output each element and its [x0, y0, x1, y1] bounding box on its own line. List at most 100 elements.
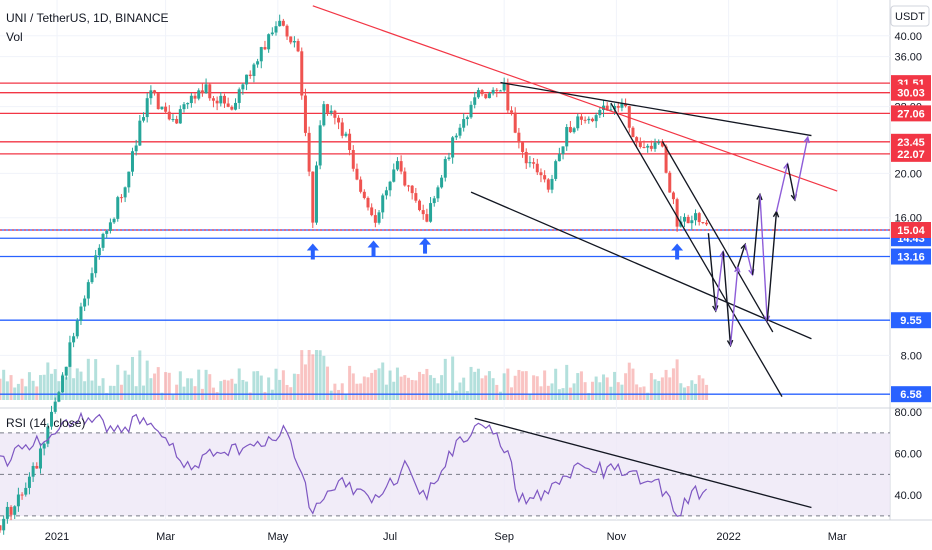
candle-body[interactable] — [57, 392, 61, 402]
candle-body[interactable] — [2, 518, 6, 531]
candle-body[interactable] — [79, 306, 83, 321]
candle-body[interactable] — [395, 161, 399, 170]
candle-body[interactable] — [108, 222, 112, 231]
candle-body[interactable] — [513, 112, 517, 133]
candle-body[interactable] — [436, 187, 440, 199]
candle-body[interactable] — [694, 213, 698, 221]
candle-body[interactable] — [278, 20, 282, 27]
candle-body[interactable] — [322, 104, 326, 126]
candle-body[interactable] — [5, 506, 9, 519]
candle-body[interactable] — [506, 82, 510, 111]
candle-body[interactable] — [440, 177, 444, 188]
candle-body[interactable] — [535, 163, 539, 173]
candle-body[interactable] — [13, 506, 17, 515]
candle-body[interactable] — [609, 109, 613, 111]
candle-body[interactable] — [134, 145, 138, 152]
candle-body[interactable] — [624, 103, 628, 107]
candle-body[interactable] — [491, 89, 495, 94]
candle-body[interactable] — [462, 119, 466, 128]
candle-body[interactable] — [314, 165, 318, 223]
projection-segment[interactable] — [751, 194, 761, 275]
candle-body[interactable] — [668, 172, 672, 193]
candle-body[interactable] — [388, 181, 392, 191]
candle-body[interactable] — [403, 171, 407, 186]
candle-body[interactable] — [211, 98, 215, 101]
candle-body[interactable] — [204, 84, 208, 94]
candle-body[interactable] — [510, 110, 514, 113]
candle-body[interactable] — [230, 106, 234, 110]
candle-body[interactable] — [521, 142, 525, 152]
candle-body[interactable] — [546, 179, 550, 190]
candle-body[interactable] — [517, 132, 521, 143]
candle-body[interactable] — [248, 74, 252, 77]
candle-body[interactable] — [234, 102, 238, 110]
candle-body[interactable] — [498, 90, 502, 92]
candle-body[interactable] — [61, 375, 65, 393]
candle-body[interactable] — [524, 151, 528, 164]
candle-body[interactable] — [127, 171, 131, 188]
candle-body[interactable] — [590, 118, 594, 122]
candle-body[interactable] — [186, 103, 190, 105]
candlesticks[interactable] — [0, 14, 709, 535]
candle-body[interactable] — [429, 203, 433, 222]
candle-body[interactable] — [660, 142, 664, 147]
candle-body[interactable] — [156, 93, 160, 110]
candle-body[interactable] — [664, 146, 668, 173]
candle-body[interactable] — [631, 127, 635, 138]
candle-body[interactable] — [627, 106, 631, 128]
candle-body[interactable] — [487, 93, 491, 99]
candle-body[interactable] — [149, 90, 153, 99]
candle-body[interactable] — [83, 298, 87, 307]
candle-body[interactable] — [340, 122, 344, 136]
candle-body[interactable] — [219, 95, 223, 104]
candle-body[interactable] — [97, 247, 101, 256]
candle-body[interactable] — [31, 465, 35, 477]
candle-body[interactable] — [359, 179, 363, 192]
projection-segment[interactable] — [766, 211, 778, 322]
projection-segment[interactable] — [715, 251, 724, 312]
candle-body[interactable] — [649, 145, 653, 149]
candle-body[interactable] — [410, 185, 414, 194]
candle-body[interactable] — [167, 111, 171, 120]
candle-body[interactable] — [35, 465, 39, 469]
trendlines[interactable] — [312, 5, 838, 397]
price-pane[interactable] — [0, 0, 890, 408]
candle-body[interactable] — [296, 41, 300, 52]
candle-body[interactable] — [568, 127, 572, 133]
candle-body[interactable] — [27, 476, 31, 488]
candle-body[interactable] — [579, 116, 583, 120]
candle-body[interactable] — [587, 118, 591, 121]
candle-body[interactable] — [337, 117, 341, 123]
candle-body[interactable] — [138, 120, 142, 146]
candle-body[interactable] — [675, 199, 679, 227]
candle-body[interactable] — [550, 178, 554, 190]
candle-body[interactable] — [443, 159, 447, 178]
candle-body[interactable] — [554, 161, 558, 179]
candle-body[interactable] — [671, 192, 675, 200]
candle-body[interactable] — [189, 95, 193, 104]
candle-body[interactable] — [362, 191, 366, 198]
candle-body[interactable] — [94, 255, 98, 274]
candle-body[interactable] — [602, 105, 606, 111]
candle-body[interactable] — [465, 117, 469, 120]
projection-segment[interactable] — [759, 194, 768, 322]
candle-body[interactable] — [182, 104, 186, 110]
candle-body[interactable] — [215, 100, 219, 104]
candle-body[interactable] — [657, 142, 661, 144]
candle-body[interactable] — [0, 525, 2, 531]
candle-body[interactable] — [300, 51, 304, 96]
candle-body[interactable] — [164, 106, 168, 112]
currency-badge[interactable]: USDT — [890, 5, 930, 27]
candle-body[interactable] — [572, 128, 576, 133]
candle-body[interactable] — [458, 127, 462, 136]
candle-body[interactable] — [256, 61, 260, 65]
candle-body[interactable] — [9, 506, 13, 515]
rsi-downtrend-line[interactable] — [474, 417, 812, 509]
candle-body[interactable] — [105, 230, 109, 234]
candle-body[interactable] — [447, 157, 451, 160]
candle-body[interactable] — [292, 41, 296, 43]
projection-layer[interactable] — [707, 135, 810, 348]
candle-body[interactable] — [175, 119, 179, 124]
candle-body[interactable] — [616, 105, 620, 108]
